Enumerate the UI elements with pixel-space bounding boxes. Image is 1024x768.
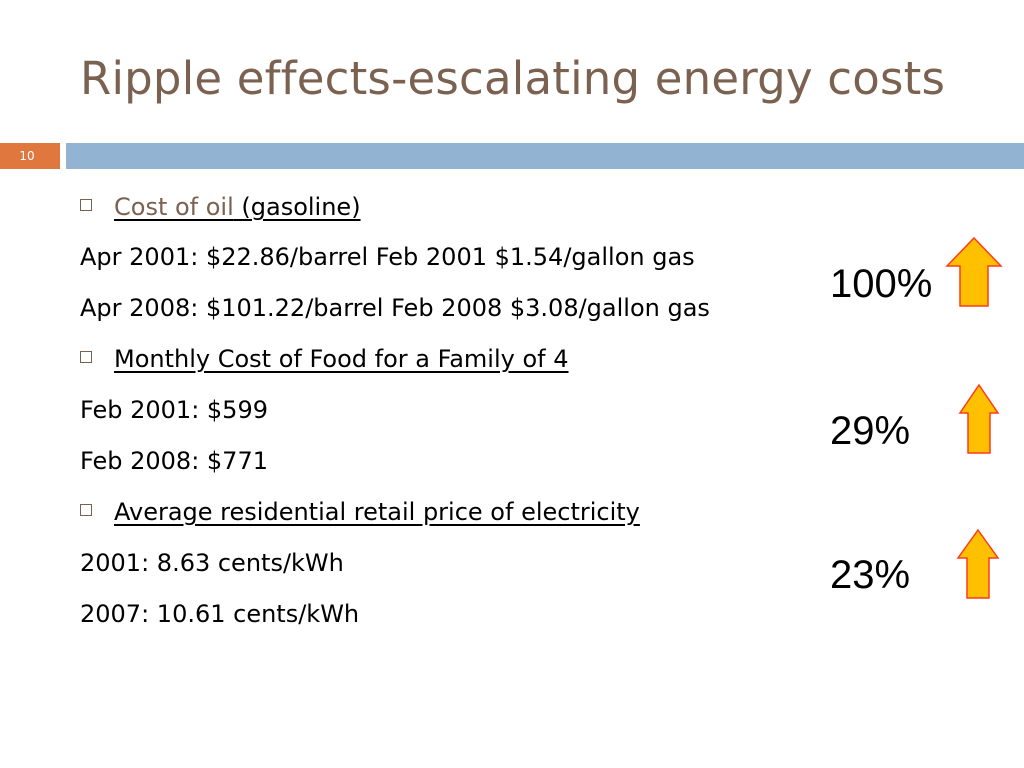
square-bullet-icon [80,199,92,211]
oil-line-2008: Apr 2008: $101.22/barrel Feb 2008 $3.08/… [80,294,710,322]
oil-heading-rest: (gasoline) [233,193,361,221]
food-line-2001: Feb 2001: $599 [80,396,268,424]
food-line-2008: Feb 2008: $771 [80,447,268,475]
food-increase: 29% [830,409,911,453]
up-arrow-icon [945,236,1003,307]
electricity-line-2007: 2007: 10.61 cents/kWh [80,600,360,628]
slide-number-box [0,143,60,169]
electricity-heading: Average residential retail price of elec… [114,498,640,526]
up-arrow-icon [956,528,1000,599]
square-bullet-icon [80,351,92,363]
slide-title: Ripple effects-escalating energy costs [80,52,946,105]
header-bar [66,143,1024,169]
oil-link[interactable]: Cost of oil [114,193,234,221]
bullet-oil: Cost of oil (gasoline) [80,192,361,222]
up-arrow-icon [958,383,1000,454]
slide-number: 10 [19,149,35,163]
electricity-line-2001: 2001: 8.63 cents/kWh [80,549,344,577]
oil-line-2001: Apr 2001: $22.86/barrel Feb 2001 $1.54/g… [80,243,695,271]
bullet-electricity: Average residential retail price of elec… [80,497,640,527]
oil-increase: 100% [830,262,933,306]
bullet-food: Monthly Cost of Food for a Family of 4 [80,344,569,374]
square-bullet-icon [80,504,92,516]
food-heading: Monthly Cost of Food for a Family of 4 [114,345,569,373]
electricity-increase: 23% [830,553,911,597]
